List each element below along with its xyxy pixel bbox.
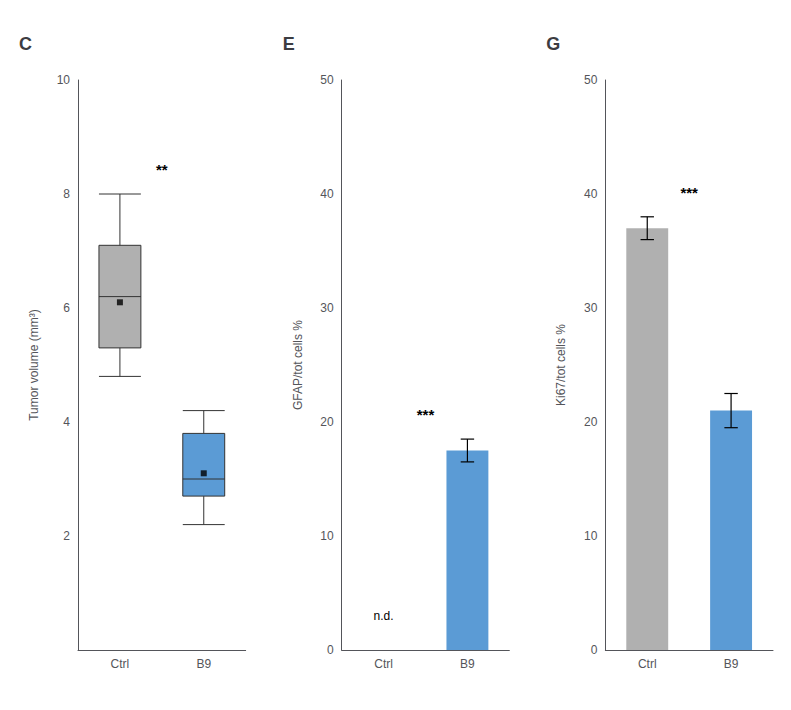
svg-text:4: 4 xyxy=(63,415,70,429)
svg-text:8: 8 xyxy=(63,187,70,201)
svg-text:0: 0 xyxy=(591,643,598,657)
svg-text:B9: B9 xyxy=(196,657,211,671)
svg-text:20: 20 xyxy=(584,415,598,429)
svg-text:20: 20 xyxy=(320,415,334,429)
svg-text:E: E xyxy=(283,34,295,54)
svg-text:Ctrl: Ctrl xyxy=(638,657,657,671)
svg-text:G: G xyxy=(546,34,560,54)
svg-text:50: 50 xyxy=(584,73,598,87)
svg-text:10: 10 xyxy=(320,529,334,543)
svg-text:10: 10 xyxy=(57,73,71,87)
svg-text:Ctrl: Ctrl xyxy=(111,657,130,671)
svg-text:30: 30 xyxy=(320,301,334,315)
svg-text:**: ** xyxy=(156,161,168,178)
svg-text:Ctrl: Ctrl xyxy=(374,657,393,671)
svg-text:Tumor volume (mm³): Tumor volume (mm³) xyxy=(27,309,41,421)
svg-text:C: C xyxy=(19,34,32,54)
svg-text:***: *** xyxy=(680,184,698,201)
svg-text:GFAP/tot cells %: GFAP/tot cells % xyxy=(291,320,305,410)
svg-text:Ki67/tot cells %: Ki67/tot cells % xyxy=(554,324,568,406)
svg-text:40: 40 xyxy=(320,187,334,201)
svg-text:40: 40 xyxy=(584,187,598,201)
svg-text:B9: B9 xyxy=(460,657,475,671)
svg-text:***: *** xyxy=(417,406,435,423)
svg-text:30: 30 xyxy=(584,301,598,315)
svg-text:2: 2 xyxy=(63,529,70,543)
svg-text:B9: B9 xyxy=(724,657,739,671)
svg-text:n.d.: n.d. xyxy=(374,609,394,623)
svg-text:6: 6 xyxy=(63,301,70,315)
svg-text:50: 50 xyxy=(320,73,334,87)
svg-text:0: 0 xyxy=(327,643,334,657)
svg-text:10: 10 xyxy=(584,529,598,543)
